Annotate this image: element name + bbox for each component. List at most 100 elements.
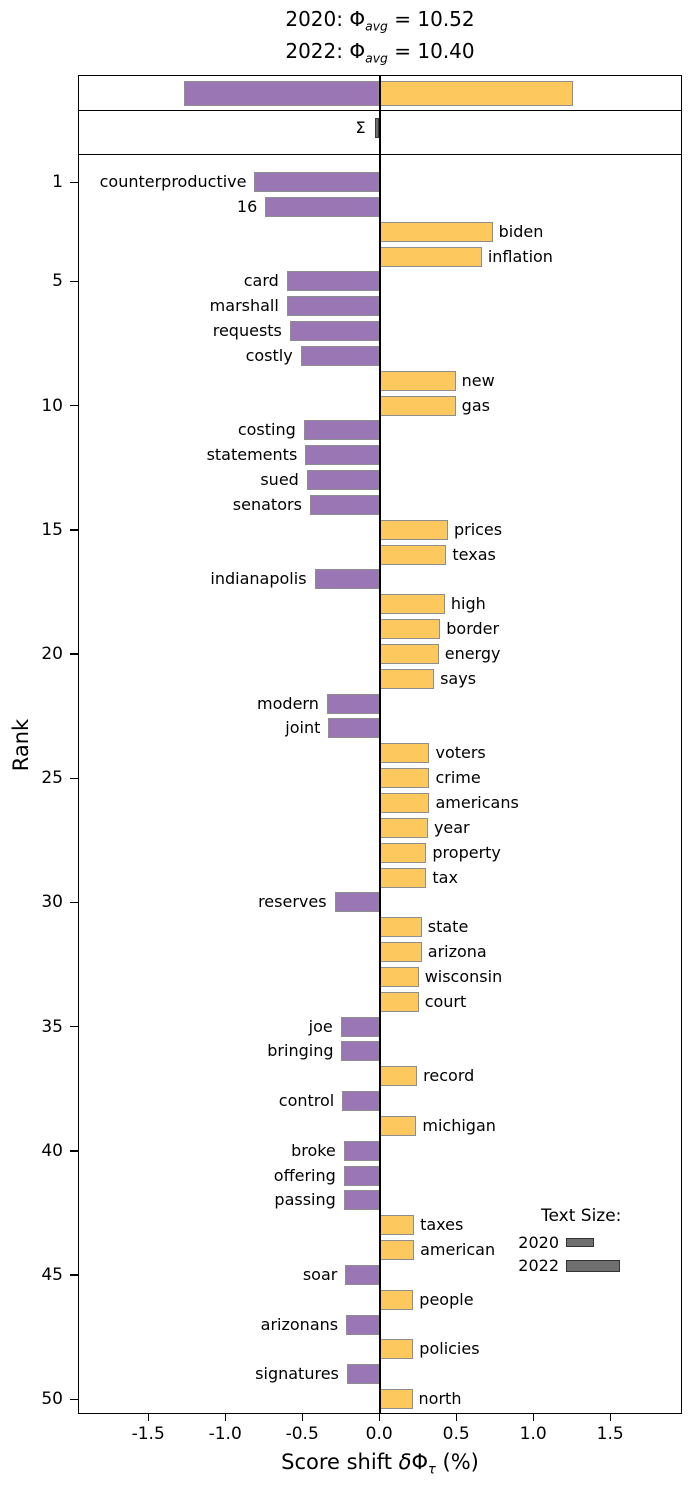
word-label: inflation [487,246,553,266]
delta-symbol: δ [398,1450,412,1474]
word-label: prices [453,519,503,539]
y-tick-label: 50 [41,1389,63,1410]
word-label: joint [285,718,321,738]
phi-subscript: avg [365,50,388,66]
word-bar [380,594,445,615]
word-bar [380,221,493,242]
legend-title: Text Size: [541,1206,622,1226]
word-bar [380,842,427,863]
word-label: signatures [255,1364,339,1384]
y-tick-mark [70,777,78,779]
y-tick-label: 45 [41,1264,63,1285]
word-label: court [424,991,467,1011]
word-bar [309,494,380,515]
legend-year-label: 2020 [518,1233,559,1252]
word-bar [380,1240,415,1261]
word-label: americans [435,793,519,812]
word-label: year [433,817,470,837]
word-bar [286,271,380,292]
word-bar [340,1016,380,1037]
x-tick-mark [147,1413,149,1421]
x-tick-label: -0.5 [285,1424,319,1444]
word-bar [380,519,448,540]
word-label: joe [308,1016,333,1036]
word-label: sued [260,470,299,490]
x-tick-label: -1.0 [208,1424,242,1444]
word-label: bringing [267,1041,334,1061]
y-tick-label: 10 [41,395,63,416]
y-tick-mark [70,1274,78,1276]
panel-divider [79,154,681,155]
x-tick-label: -1.5 [131,1424,165,1444]
word-bar [380,817,428,838]
word-bar [380,917,422,938]
word-bar [342,1091,380,1112]
title-value-2020: = 10.52 [387,7,475,31]
word-bar [380,1389,413,1410]
word-bar [380,619,441,640]
x-axis-label-text: Score shift [281,1450,399,1474]
word-bar [380,544,447,565]
word-bar [326,693,380,714]
sigma-label: Σ [355,118,366,137]
word-label: energy [444,643,501,663]
y-tick-mark [70,405,78,407]
word-label: soar [302,1264,338,1284]
word-label: control [278,1091,335,1111]
word-bar [380,1289,414,1310]
y-tick-label: 35 [41,1016,63,1037]
word-bar [254,172,380,192]
x-tick-mark [378,1413,380,1421]
word-bar [380,370,456,391]
word-label: border [446,619,500,639]
word-label: policies [419,1339,480,1359]
word-bar [265,196,380,217]
word-bar [380,768,430,789]
word-label: voters [435,743,486,763]
word-bar [303,420,380,441]
sigma-total-bar [374,118,380,138]
word-bar [380,793,430,813]
plot-area: Score shift δΦτ (%) Text Size: 2020 2022 … [41,75,682,1478]
zero-axis-line [379,76,381,1413]
y-tick-mark [70,1026,78,1028]
phi-subscript: avg [365,18,388,34]
word-bar [380,991,419,1012]
title-value-2022: = 10.40 [387,39,475,63]
phi-symbol: Φ [349,39,366,63]
legend-item: 2022 [515,1254,690,1277]
word-label: crime [435,768,481,788]
y-tick-mark [70,901,78,904]
word-label: 16 [236,196,258,216]
x-tick-label: 1.5 [596,1424,624,1444]
word-bar [380,643,439,664]
word-label: wisconsin [424,966,503,986]
word-bar [286,296,380,317]
word-label: property [432,842,501,862]
x-tick-label: 0.5 [442,1424,470,1444]
y-tick-mark [70,280,78,283]
word-label: arizona [427,942,487,962]
word-bar [305,445,380,466]
word-bar [300,345,380,366]
y-tick-mark [70,529,78,531]
word-label: statements [206,445,298,465]
word-bar [343,1190,380,1211]
word-label: new [461,370,495,390]
word-label: offering [273,1165,336,1185]
word-bar [380,743,430,764]
word-label: counterproductive [99,172,247,191]
word-bar [306,470,380,491]
word-label: says [440,668,477,688]
word-label: costing [237,420,296,440]
word-label: gas [461,395,490,415]
legend-size-bar [566,1259,620,1272]
word-label: people [419,1289,474,1309]
legend-item: 2020 [515,1231,690,1254]
x-tick-label: 0.0 [365,1424,393,1444]
y-tick-label: 15 [41,519,63,540]
y-tick-mark [70,1398,78,1400]
word-label: american [420,1240,496,1260]
text-size-legend: Text Size: 2020 2022 [515,1206,690,1277]
